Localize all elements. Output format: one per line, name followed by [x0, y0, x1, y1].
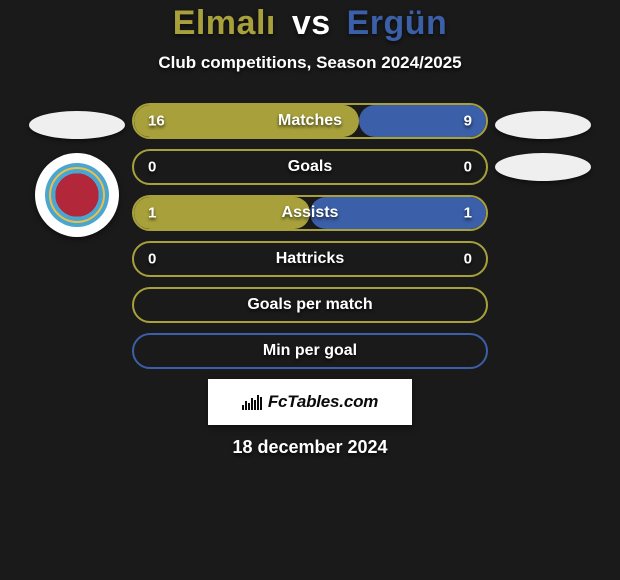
- watermark-text: FcTables.com: [268, 392, 378, 412]
- stat-row: Goals per match: [132, 287, 488, 323]
- player1-name: Elmalı: [173, 4, 276, 42]
- left-side-col: [22, 103, 132, 237]
- stat-value-left: 16: [148, 113, 165, 130]
- chart-icon: [242, 394, 262, 410]
- right-side-col: [488, 103, 598, 181]
- stat-label: Min per goal: [263, 342, 357, 360]
- club-badge-icon: [45, 163, 109, 227]
- stat-label: Goals: [288, 158, 332, 176]
- player2-club-placeholder: [495, 153, 591, 181]
- subtitle: Club competitions, Season 2024/2025: [158, 53, 461, 73]
- player1-photo-placeholder: [29, 111, 125, 139]
- player2-photo-placeholder: [495, 111, 591, 139]
- stat-row: 0 0 Goals: [132, 149, 488, 185]
- page-root: Elmalı vs Ergün Club competitions, Seaso…: [0, 0, 620, 580]
- player1-club-badge: [35, 153, 119, 237]
- player2-name: Ergün: [347, 4, 448, 42]
- stat-label: Assists: [282, 204, 339, 222]
- watermark-badge: FcTables.com: [208, 379, 412, 425]
- stat-value-right: 1: [464, 205, 472, 222]
- page-title: Elmalı vs Ergün: [173, 4, 448, 43]
- stat-label: Hattricks: [276, 250, 344, 268]
- stat-value-left: 0: [148, 159, 156, 176]
- stats-column: 16 9 Matches 0 0 Goals 1 1 Assists 0 0 Hattricks Goa…: [132, 103, 488, 369]
- stat-row: Min per goal: [132, 333, 488, 369]
- date-label: 18 december 2024: [232, 437, 387, 458]
- stat-value-right: 0: [464, 251, 472, 268]
- stat-value-right: 9: [464, 113, 472, 130]
- stat-value-right: 0: [464, 159, 472, 176]
- stat-label: Goals per match: [247, 296, 372, 314]
- stat-row: 16 9 Matches: [132, 103, 488, 139]
- main-row: 16 9 Matches 0 0 Goals 1 1 Assists 0 0 Hattricks Goa…: [0, 103, 620, 369]
- stat-label: Matches: [278, 112, 342, 130]
- stat-row: 1 1 Assists: [132, 195, 488, 231]
- stat-row: 0 0 Hattricks: [132, 241, 488, 277]
- vs-separator: vs: [292, 4, 331, 42]
- stat-value-left: 0: [148, 251, 156, 268]
- stat-value-left: 1: [148, 205, 156, 222]
